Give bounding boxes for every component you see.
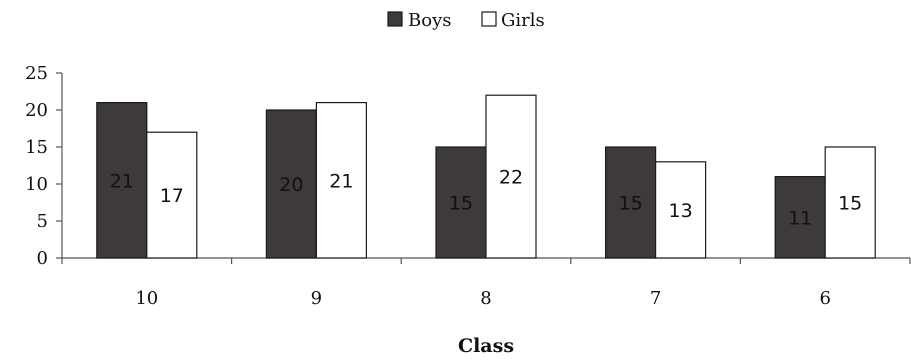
- x-tick-label: 6: [819, 288, 830, 309]
- x-tick-label: 10: [135, 288, 158, 309]
- bar-boys-class-9: [265, 109, 317, 259]
- bar-boys-class-7: [604, 146, 657, 259]
- x-axis-title: Class: [458, 335, 514, 357]
- data-label-boys-class-6: 11: [788, 207, 812, 229]
- y-tick-label: 10: [25, 174, 48, 195]
- x-tick-label: 8: [480, 288, 491, 309]
- x-tick-label: 9: [311, 288, 322, 309]
- data-label-girls-class-6: 15: [838, 193, 862, 215]
- data-label-girls-class-8: 22: [499, 167, 523, 189]
- x-tick-label: 7: [650, 288, 661, 309]
- bars: [96, 94, 876, 259]
- legend-swatch-boys: [387, 11, 403, 27]
- bar-girls-class-6: [824, 146, 876, 259]
- data-label-girls-class-7: 13: [669, 200, 693, 222]
- bar-girls-class-9: [315, 101, 367, 259]
- data-label-boys-class-9: 20: [279, 174, 303, 196]
- data-label-boys-class-10: 21: [110, 170, 134, 192]
- legend-label-boys: Boys: [408, 10, 451, 31]
- data-label-boys-class-7: 15: [619, 193, 643, 215]
- y-axis: 0 5 10 15 20 25: [25, 63, 63, 269]
- legend-label-girls: Girls: [501, 10, 545, 31]
- data-labels: 21 17 20 21 15 22 15 13 11 15: [110, 167, 863, 230]
- bar-girls-class-7: [654, 161, 707, 259]
- y-tick-label: 0: [37, 248, 48, 269]
- y-tick-label: 25: [25, 63, 48, 84]
- data-label-girls-class-10: 17: [160, 185, 184, 207]
- legend-swatch-girls: [481, 11, 497, 27]
- data-label-boys-class-8: 15: [449, 193, 473, 215]
- y-tick-label: 20: [25, 100, 48, 121]
- y-tick-label: 5: [37, 211, 48, 232]
- legend: Boys Girls: [387, 10, 545, 31]
- x-axis: 10 9 8 7 6: [61, 257, 911, 309]
- y-tick-label: 15: [25, 137, 48, 158]
- bar-girls-class-10: [146, 131, 198, 259]
- bar-girls-class-8: [485, 94, 537, 259]
- data-label-girls-class-9: 21: [329, 170, 353, 192]
